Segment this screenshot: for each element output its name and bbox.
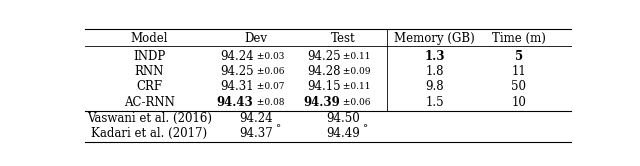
Text: 10: 10 [511, 96, 526, 109]
Text: 94.43: 94.43 [217, 96, 253, 109]
Text: °: ° [363, 124, 368, 133]
Text: 94.39: 94.39 [303, 96, 340, 109]
Text: Time (m): Time (m) [492, 32, 546, 45]
Text: Test: Test [331, 32, 355, 45]
Text: Dev: Dev [244, 32, 268, 45]
Text: 5: 5 [515, 50, 523, 63]
Text: ±0.07: ±0.07 [253, 82, 284, 91]
Text: 94.25: 94.25 [220, 65, 253, 78]
Text: °: ° [276, 124, 281, 133]
Text: 94.28: 94.28 [307, 65, 340, 78]
Text: 94.25: 94.25 [307, 50, 340, 63]
Text: INDP: INDP [133, 50, 166, 63]
Text: 11: 11 [511, 65, 526, 78]
Text: ±0.03: ±0.03 [253, 52, 284, 61]
Text: AC-RNN: AC-RNN [124, 96, 175, 109]
Text: Memory (GB): Memory (GB) [394, 32, 475, 45]
Text: ±0.11: ±0.11 [340, 52, 371, 61]
Text: RNN: RNN [135, 65, 164, 78]
Text: 94.24: 94.24 [220, 50, 253, 63]
Text: 1.5: 1.5 [426, 96, 444, 109]
Text: 94.50: 94.50 [326, 112, 360, 125]
Text: ±0.08: ±0.08 [253, 98, 284, 107]
Text: 94.24: 94.24 [239, 112, 273, 125]
Text: 94.49: 94.49 [326, 127, 360, 140]
Text: 94.31: 94.31 [220, 80, 253, 93]
Text: CRF: CRF [136, 80, 163, 93]
Text: 9.8: 9.8 [426, 80, 444, 93]
Text: 1.8: 1.8 [426, 65, 444, 78]
Text: Model: Model [131, 32, 168, 45]
Text: 94.37: 94.37 [239, 127, 273, 140]
Text: ±0.09: ±0.09 [340, 67, 371, 76]
Text: Vaswani et al. (2016): Vaswani et al. (2016) [87, 112, 212, 125]
Text: 94.15: 94.15 [307, 80, 340, 93]
Text: ±0.06: ±0.06 [340, 98, 371, 107]
Text: 1.3: 1.3 [424, 50, 445, 63]
Text: ±0.11: ±0.11 [340, 82, 371, 91]
Text: ±0.06: ±0.06 [253, 67, 284, 76]
Text: Kadari et al. (2017): Kadari et al. (2017) [92, 127, 207, 140]
Text: 50: 50 [511, 80, 527, 93]
